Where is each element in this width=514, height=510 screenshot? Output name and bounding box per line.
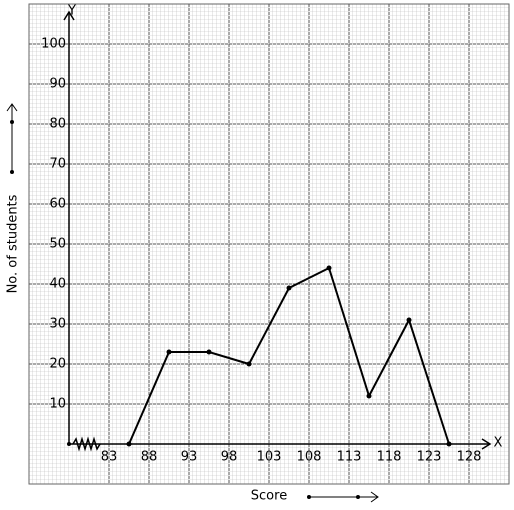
point [206,349,212,355]
x-tick-label: 113 [337,450,362,465]
y-tick-label: 20 [49,357,66,372]
x-tick-label: 103 [257,450,282,465]
x-tick-label: 118 [377,450,402,465]
point [446,441,452,447]
y-tick-label: 80 [49,117,66,132]
y-tick-label: 100 [41,37,66,52]
x-tick-label: 128 [457,450,482,465]
y-tick-label: 50 [49,237,66,252]
y-tick-label: 10 [49,397,66,412]
point [366,393,372,399]
y-direction-arrow [6,103,18,174]
x-tick-label: 123 [417,450,442,465]
x-arrow [481,438,492,450]
x-tick-label: 88 [141,450,158,465]
y-arrow [63,10,75,21]
x-tick-label: 93 [181,450,198,465]
x-axis-label: Score [251,489,287,504]
x-tick-label: 98 [221,450,238,465]
point [406,317,412,323]
y-tick-label: 90 [49,77,66,92]
point [166,349,172,355]
y-axis-name: Y [67,4,76,19]
y-axis-label: No. of students [6,194,21,293]
origin [67,442,71,446]
x-direction-arrow [307,491,379,503]
point [126,441,132,447]
x-axis-name: X [494,436,503,451]
y-tick-label: 30 [49,317,66,332]
y-tick-label: 70 [49,157,66,172]
x-tick-label: 108 [297,450,322,465]
point [286,285,292,291]
y-tick-label: 60 [49,197,66,212]
point [326,265,332,271]
point [246,361,252,367]
y-tick-label: 40 [49,277,66,292]
x-tick-label: 83 [101,450,118,465]
axis-break [72,436,101,452]
